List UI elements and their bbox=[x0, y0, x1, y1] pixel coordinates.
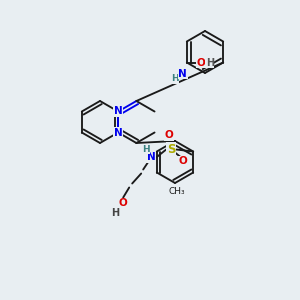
Text: O: O bbox=[179, 157, 188, 166]
Text: N: N bbox=[147, 152, 156, 163]
Text: O: O bbox=[196, 58, 205, 68]
Text: H: H bbox=[142, 145, 150, 154]
Text: S: S bbox=[167, 143, 176, 156]
Text: O: O bbox=[119, 199, 128, 208]
Text: N: N bbox=[114, 106, 123, 116]
Text: O: O bbox=[165, 130, 174, 140]
Text: CH₃: CH₃ bbox=[169, 187, 185, 196]
Text: H: H bbox=[206, 58, 214, 68]
Text: N: N bbox=[114, 128, 123, 137]
Text: H: H bbox=[171, 74, 178, 83]
Text: N: N bbox=[178, 69, 187, 79]
Text: H: H bbox=[111, 208, 119, 218]
